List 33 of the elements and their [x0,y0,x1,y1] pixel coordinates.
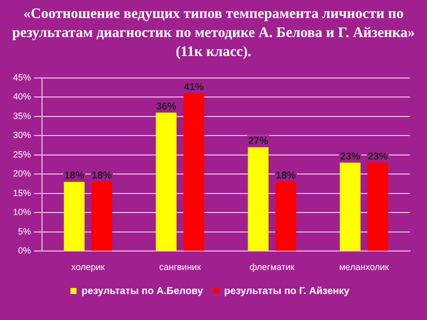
x-tick-label: флегматик [250,262,294,272]
y-tick-label: 15% [13,188,32,198]
data-label: 27% [248,136,268,148]
legend-label: результаты по Г. Айзенку [224,286,350,297]
bar [156,112,177,251]
data-label: 23% [368,151,388,162]
bar [340,162,361,251]
x-tick-label: холерик [71,262,105,272]
y-tick-label: 5% [18,226,32,236]
data-label: 23% [340,151,360,162]
y-tick-label: 40% [13,92,32,102]
data-label: 18% [92,170,112,182]
bar [367,162,388,251]
y-tick-label: 45% [13,72,32,82]
x-tick-label: меланхолик [339,262,389,272]
data-label: 41% [184,82,204,94]
legend-label: результаты по А.Белову [82,286,204,297]
y-tick-label: 25% [13,149,32,160]
data-label: 18% [276,170,296,182]
y-tick-label: 30% [13,130,32,140]
y-tick-label: 20% [13,168,32,179]
bar [64,182,85,251]
bar [248,147,269,251]
bar [275,182,296,251]
bar [91,182,112,251]
bar [183,93,204,251]
data-label: 36% [156,101,176,112]
y-tick-label: 0% [18,246,32,256]
y-tick-label: 35% [13,110,32,121]
y-tick-label: 10% [13,207,32,218]
chart-title: «Соотношение ведущих типов темперамента личности по результатам диагностик по методике А. Белова и Г. Айзенка» (11к класс). [11,5,416,62]
x-tick-label: сангвиник [159,262,201,272]
data-label: 18% [64,170,84,182]
